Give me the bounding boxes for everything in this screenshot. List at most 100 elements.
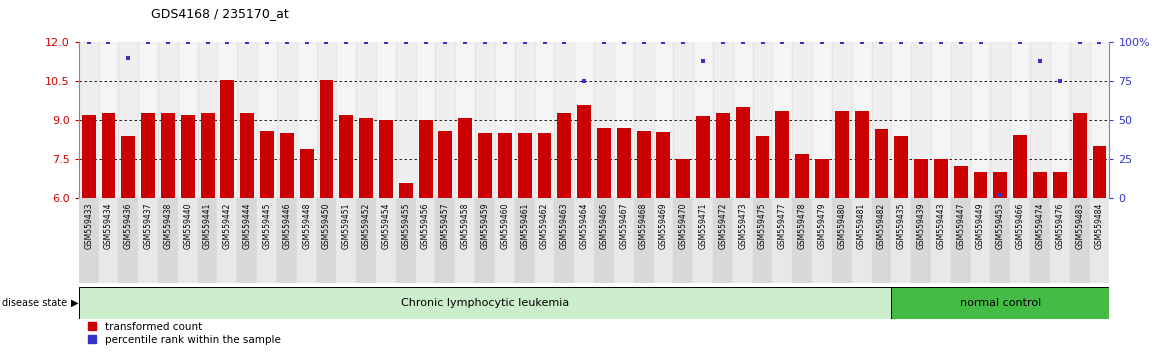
Bar <box>102 113 116 198</box>
Bar <box>1053 172 1067 198</box>
Bar <box>419 120 433 198</box>
Text: GSM559466: GSM559466 <box>1016 202 1025 249</box>
Point <box>237 40 256 45</box>
Point <box>674 40 692 45</box>
Bar <box>557 113 571 198</box>
Bar <box>439 131 453 198</box>
Text: GSM559436: GSM559436 <box>124 202 133 249</box>
Bar <box>894 136 908 198</box>
Bar <box>337 198 357 283</box>
Point <box>635 40 653 45</box>
Text: GDS4168 / 235170_at: GDS4168 / 235170_at <box>151 7 288 20</box>
Point <box>298 40 316 45</box>
Point <box>476 40 494 45</box>
Bar <box>598 128 611 198</box>
Bar <box>79 287 892 319</box>
Point <box>972 40 990 45</box>
Bar <box>935 159 948 198</box>
Point <box>178 40 197 45</box>
Bar <box>459 118 472 198</box>
Bar <box>1031 198 1050 283</box>
Bar <box>874 130 888 198</box>
Point <box>357 40 375 45</box>
Point <box>159 40 177 45</box>
Bar <box>237 198 257 283</box>
Bar <box>98 198 118 283</box>
Bar <box>1050 198 1070 283</box>
Bar <box>118 198 138 283</box>
Bar <box>931 42 951 198</box>
Bar <box>594 198 614 283</box>
Point <box>417 40 435 45</box>
Bar <box>178 198 198 283</box>
Point <box>615 40 633 45</box>
Bar <box>1010 42 1031 198</box>
Text: GSM559452: GSM559452 <box>361 202 371 249</box>
Text: GSM559459: GSM559459 <box>481 202 490 249</box>
Bar <box>653 198 673 283</box>
Bar <box>872 198 892 283</box>
Bar <box>1090 42 1109 198</box>
Bar <box>359 118 373 198</box>
Bar <box>1072 113 1086 198</box>
Bar <box>79 42 98 198</box>
Bar <box>1033 172 1047 198</box>
Point <box>555 40 573 45</box>
Bar <box>455 198 475 283</box>
Bar <box>118 42 138 198</box>
Bar <box>475 198 494 283</box>
Bar <box>713 198 733 283</box>
Bar <box>831 42 852 198</box>
Bar <box>494 198 515 283</box>
Bar <box>515 198 535 283</box>
Point <box>932 40 951 45</box>
Bar <box>653 42 673 198</box>
Bar <box>396 198 416 283</box>
Bar <box>716 113 730 198</box>
Point <box>535 40 554 45</box>
Text: ▶: ▶ <box>71 298 78 308</box>
Bar <box>398 183 412 198</box>
Point <box>654 40 673 45</box>
Text: GSM559434: GSM559434 <box>104 202 113 249</box>
Point <box>694 58 712 64</box>
Bar <box>696 116 710 198</box>
Bar <box>376 42 396 198</box>
Point <box>317 40 336 45</box>
Bar <box>792 42 812 198</box>
Text: GSM559474: GSM559474 <box>1035 202 1045 249</box>
Bar <box>772 198 792 283</box>
Text: GSM559477: GSM559477 <box>778 202 786 249</box>
Bar <box>376 198 396 283</box>
Bar <box>855 111 868 198</box>
Bar <box>872 42 892 198</box>
Bar <box>835 111 849 198</box>
Bar <box>82 115 96 198</box>
Bar <box>138 42 157 198</box>
Text: GSM559467: GSM559467 <box>620 202 629 249</box>
Bar <box>755 136 769 198</box>
Bar <box>796 154 809 198</box>
Bar <box>320 80 334 198</box>
Point <box>1050 79 1069 84</box>
Point <box>753 40 771 45</box>
Text: GSM559470: GSM559470 <box>679 202 688 249</box>
Text: GSM559437: GSM559437 <box>144 202 153 249</box>
Text: GSM559445: GSM559445 <box>263 202 271 249</box>
Text: GSM559479: GSM559479 <box>818 202 827 249</box>
Bar <box>753 198 772 283</box>
Text: GSM559483: GSM559483 <box>1075 202 1084 249</box>
Bar <box>776 111 790 198</box>
Point <box>852 40 871 45</box>
Text: GSM559438: GSM559438 <box>163 202 173 249</box>
Bar <box>1050 42 1070 198</box>
Bar <box>257 42 277 198</box>
Bar <box>815 159 829 198</box>
Bar <box>974 172 988 198</box>
Bar <box>261 131 274 198</box>
Bar <box>157 42 178 198</box>
Text: GSM559435: GSM559435 <box>896 202 906 249</box>
Bar <box>574 198 594 283</box>
Bar <box>122 136 135 198</box>
Bar <box>435 198 455 283</box>
